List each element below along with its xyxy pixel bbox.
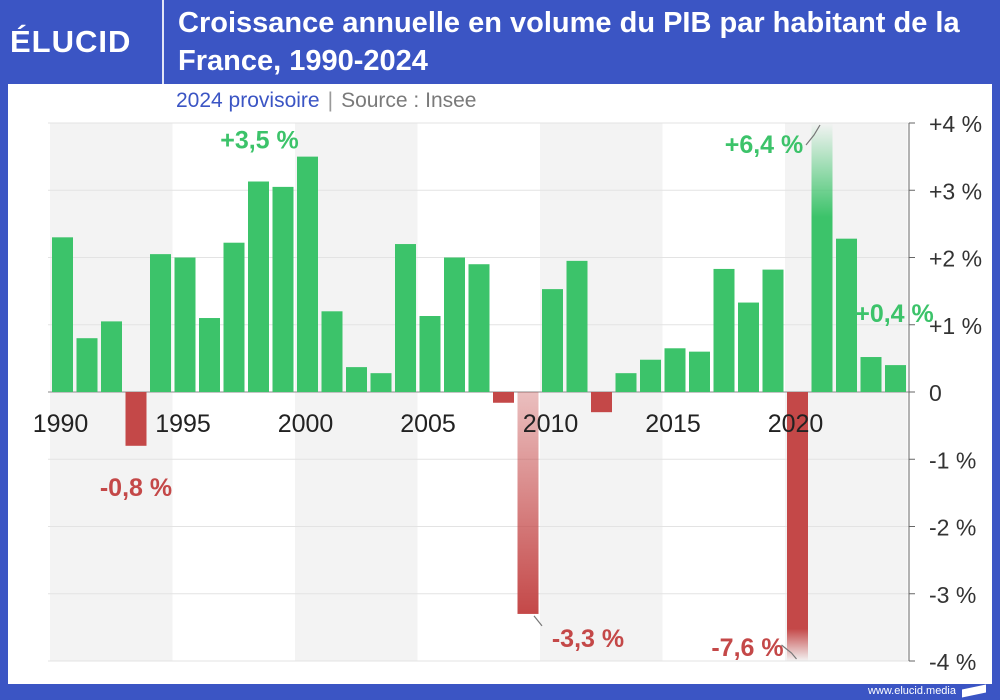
y-tick-label: 0 (929, 380, 942, 406)
source-note: Source : Insee (341, 89, 477, 112)
bar-2003 (370, 373, 392, 392)
data-label-2000: +3,5 % (220, 127, 299, 155)
bar-2017 (713, 268, 735, 392)
elucid-mark-icon (962, 684, 986, 698)
bar-2011 (566, 260, 588, 392)
data-label-1993: -0,8 % (100, 474, 172, 502)
leader-2021 (805, 124, 821, 146)
bar-1994 (150, 254, 171, 392)
bar-2000 (297, 156, 318, 392)
x-tick-label: 2005 (400, 410, 456, 438)
bar-1990 (52, 237, 73, 392)
bar-2019 (762, 269, 784, 392)
chart-panel: +4 % +3 % +2 % +1 % 0 -1 % -2 % -3 % -4 % 1990 199… (8, 84, 992, 684)
bar-1993 (125, 392, 147, 446)
bar-1991 (76, 338, 98, 392)
leader-2009 (533, 615, 543, 627)
subtitle: 2024 provisoire | Source : Insee (176, 88, 476, 114)
bar-2005 (419, 316, 441, 392)
x-tick-label: 1995 (155, 410, 211, 438)
y-tick-label: +1 % (929, 313, 982, 339)
bar-1999 (272, 186, 294, 392)
logo-divider (162, 0, 164, 84)
bar-2022 (836, 238, 857, 392)
bar-2004 (395, 244, 416, 392)
bar-2009 (517, 392, 539, 614)
x-tick-label: 2000 (278, 410, 334, 438)
bar-1998 (248, 181, 269, 392)
data-label-2009: -3,3 % (552, 625, 624, 653)
bar-2012 (591, 392, 612, 413)
bar-2010 (542, 289, 563, 392)
x-tick-label: 1990 (33, 410, 89, 438)
bar-1995 (174, 257, 196, 392)
bar-chart: +4 % +3 % +2 % +1 % 0 -1 % -2 % -3 % -4 % 1990 199… (33, 111, 982, 675)
bar-1997 (223, 242, 245, 392)
y-tick-label: -1 % (929, 447, 976, 473)
bar-2015 (664, 348, 686, 392)
footer: www.elucid.media (868, 684, 986, 698)
bar-2021 (811, 123, 833, 392)
y-tick-label: -3 % (929, 582, 976, 608)
bar-2024 (885, 365, 906, 392)
x-tick-label: 2015 (645, 410, 701, 438)
bar-1996 (199, 318, 220, 392)
y-tick-label: +2 % (929, 246, 982, 272)
bar-2002 (346, 367, 367, 392)
bar-2016 (689, 351, 710, 392)
bar-2001 (321, 311, 343, 392)
elucid-logo[interactable]: ÉLUCID (10, 24, 132, 59)
y-tick-label: -2 % (929, 515, 976, 541)
data-label-2020: -7,6 % (711, 634, 783, 662)
bar-2018 (738, 302, 759, 392)
bar-2013 (615, 373, 637, 392)
bar-2023 (860, 357, 882, 392)
chart-title: Croissance annuelle en volume du PIB par… (178, 7, 960, 77)
data-label-2021: +6,4 % (725, 131, 804, 159)
bar-2006 (444, 257, 465, 392)
header: ÉLUCID Croissance annuelle en volume du … (0, 0, 1000, 84)
y-tick-label: +4 % (929, 111, 982, 137)
provisional-note: 2024 provisoire (176, 89, 320, 112)
x-tick-label: 2020 (768, 410, 824, 438)
bar-1992 (101, 321, 122, 392)
bar-2014 (640, 359, 661, 392)
x-tick-label: 2010 (523, 410, 579, 438)
y-tick-label: +3 % (929, 178, 982, 204)
bar-2020 (787, 392, 808, 661)
bar-2008 (493, 392, 514, 403)
data-label-2024: +0,4 % (855, 300, 934, 328)
y-tick-label: -4 % (929, 649, 976, 675)
leader-2020 (781, 644, 797, 660)
footer-url[interactable]: www.elucid.media (867, 685, 956, 697)
bar-2007 (468, 264, 490, 392)
subtitle-separator: | (327, 89, 334, 112)
